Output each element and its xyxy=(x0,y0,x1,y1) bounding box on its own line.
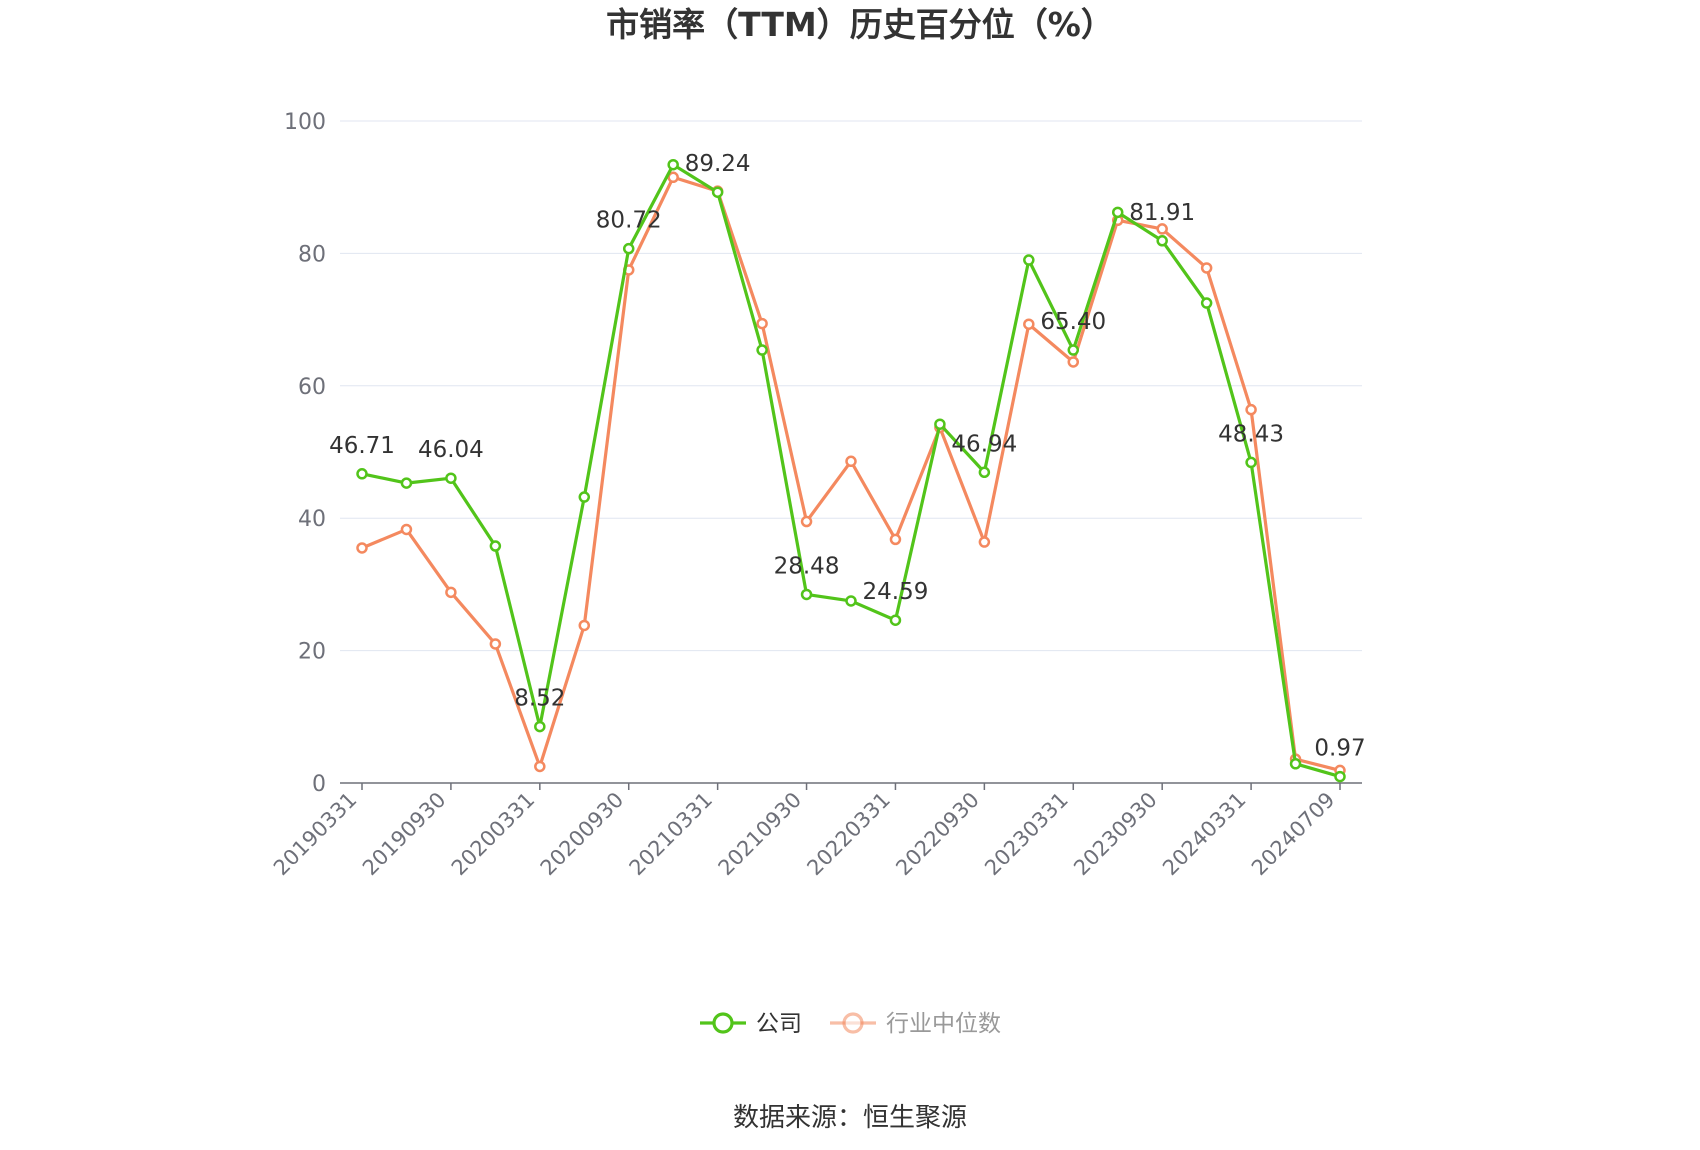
legend-item-industry-median[interactable]: 行业中位数 xyxy=(830,1011,1001,1037)
data-point-industry-median xyxy=(800,515,813,528)
x-tick-label: 20210331 xyxy=(625,788,718,881)
data-point-industry-median xyxy=(756,317,768,330)
data-label: 48.43 xyxy=(1218,421,1284,447)
y-tick-label: 80 xyxy=(298,242,326,267)
data-point-company xyxy=(489,540,502,552)
data-point-company xyxy=(1067,344,1080,356)
data-label: 8.52 xyxy=(514,686,565,712)
x-tick-label: 20230331 xyxy=(980,788,1073,881)
data-point-industry-median xyxy=(1245,403,1257,416)
data-point-industry-median xyxy=(489,638,502,650)
data-label: 89.24 xyxy=(685,151,751,177)
data-point-company xyxy=(800,588,813,601)
legend-label: 公司 xyxy=(756,1011,802,1037)
x-tick-label: 20200930 xyxy=(536,788,629,881)
legend-marker-icon xyxy=(842,1012,864,1034)
data-label: 46.04 xyxy=(418,437,484,463)
y-tick-label: 60 xyxy=(298,375,326,400)
data-point-company xyxy=(1245,456,1257,469)
series-layer xyxy=(356,158,1346,783)
data-point-company xyxy=(534,720,546,733)
data-point-industry-median xyxy=(1023,318,1035,330)
x-tick-label: 20240709 xyxy=(1247,788,1340,881)
legend-item-company[interactable]: 公司 xyxy=(700,1011,802,1037)
y-tick-label: 20 xyxy=(298,640,326,665)
data-label: 46.71 xyxy=(329,433,395,459)
data-point-company xyxy=(889,614,902,626)
x-tick-label: 20230930 xyxy=(1069,788,1162,881)
data-point-industry-median xyxy=(445,586,457,599)
data-point-industry-median xyxy=(578,619,591,632)
data-point-company xyxy=(1111,206,1124,219)
data-point-company xyxy=(1156,235,1168,247)
x-tick-label: 20200331 xyxy=(447,788,540,881)
data-label-layer: 46.71 46.04 8.52 80.72 89.24 28.48 24.59 46.94 6… xyxy=(329,151,1366,761)
data-point-company xyxy=(1289,758,1302,770)
legend-marker-icon xyxy=(712,1012,734,1034)
data-point-company xyxy=(1334,770,1346,783)
data-point-company xyxy=(622,242,635,255)
data-point-industry-median xyxy=(845,455,857,468)
data-point-industry-median xyxy=(667,171,679,184)
data-point-industry-median xyxy=(1067,356,1080,368)
data-point-industry-median xyxy=(356,542,368,554)
data-point-company xyxy=(934,418,946,430)
y-tick-label: 40 xyxy=(298,507,326,532)
data-label: 0.97 xyxy=(1314,736,1365,762)
data-point-industry-median xyxy=(978,536,991,548)
series-line-industry-median xyxy=(361,175,1341,772)
chart-title: 市销率（TTM）历史百分位（%） xyxy=(606,5,1114,44)
data-point-industry-median xyxy=(889,533,902,546)
x-tick-label: 20220331 xyxy=(802,788,895,881)
data-point-company xyxy=(400,477,413,489)
data-point-company xyxy=(1023,254,1035,266)
x-tick-label: 20190331 xyxy=(269,788,362,881)
data-point-industry-median xyxy=(1156,223,1168,235)
grid-layer xyxy=(340,120,1362,652)
data-point-company xyxy=(711,186,724,198)
data-label: 24.59 xyxy=(863,579,929,605)
data-point-industry-median xyxy=(1200,262,1213,274)
axis-layer: 0 20 40 60 80 100 2019033120190930202003312020… xyxy=(269,110,1362,880)
data-point-company xyxy=(845,595,857,607)
data-label: 28.48 xyxy=(774,553,840,579)
data-label: 46.94 xyxy=(951,431,1017,457)
x-tick-label: 20210930 xyxy=(714,788,807,881)
data-point-company xyxy=(356,468,368,480)
legend: 公司 行业中位数 xyxy=(700,1011,1001,1037)
legend-label: 行业中位数 xyxy=(886,1011,1001,1037)
data-point-company xyxy=(667,158,679,171)
data-point-company xyxy=(978,466,991,479)
data-source-note: 数据来源：恒生聚源 xyxy=(733,1103,967,1133)
data-label: 80.72 xyxy=(596,208,662,234)
x-tick-label: 20190930 xyxy=(358,788,451,881)
data-point-company xyxy=(756,344,768,356)
data-point-industry-median xyxy=(534,760,546,773)
data-point-company xyxy=(578,491,591,503)
data-point-company xyxy=(1200,297,1213,309)
x-tick-label: 20220930 xyxy=(891,788,984,881)
data-point-industry-median xyxy=(400,523,413,536)
data-point-company xyxy=(445,472,457,484)
x-tick-label: 20240331 xyxy=(1158,788,1251,881)
y-tick-label: 0 xyxy=(312,772,326,797)
data-label: 81.91 xyxy=(1129,200,1195,226)
y-tick-label: 100 xyxy=(284,110,326,135)
data-label: 65.40 xyxy=(1040,309,1106,335)
